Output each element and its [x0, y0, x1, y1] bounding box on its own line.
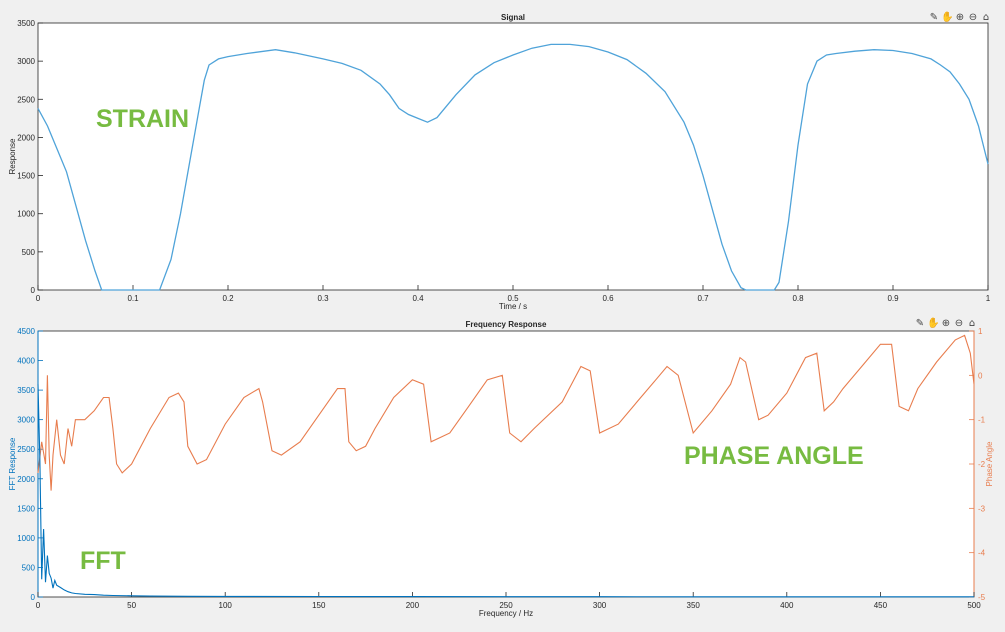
- signal-y-tick-label: 3000: [17, 57, 35, 66]
- strain-annotation: STRAIN: [96, 105, 189, 133]
- fft-y-tick-label: 1500: [17, 504, 35, 513]
- signal-y-tick-label: 1000: [17, 210, 35, 219]
- frequency-x-axis-label: Frequency / Hz: [479, 609, 533, 618]
- fft-y-tick-label: 3000: [17, 416, 35, 425]
- home-icon[interactable]: ⌂: [982, 12, 990, 23]
- brush-icon[interactable]: ✎: [929, 12, 939, 23]
- frequency-x-tick-label: 450: [874, 601, 888, 610]
- fft-y-tick-label: 3500: [17, 386, 35, 395]
- frequency-x-tick-label: 150: [312, 601, 326, 610]
- frequency-x-tick-label: 350: [687, 601, 701, 610]
- fft-y-tick-label: 4000: [17, 357, 35, 366]
- zoom-in-icon[interactable]: ⊕: [955, 12, 965, 23]
- fft-y-tick-label: 1000: [17, 534, 35, 543]
- phase-angle-series-line: [37, 334, 975, 491]
- signal-x-tick-label: 0.5: [507, 294, 519, 303]
- zoom-out-icon[interactable]: ⊖: [954, 318, 964, 329]
- signal-y-tick-label: 3500: [17, 19, 35, 28]
- frequency-axes-toolbar: ✎ ✋ ⊕ ⊖ ⌂: [914, 318, 978, 330]
- frequency-x-tick-label: 0: [36, 601, 41, 610]
- phase-y-tick-label: -4: [978, 549, 986, 558]
- frequency-x-tick-label: 50: [127, 601, 136, 610]
- signal-x-tick-label: 0.6: [602, 294, 614, 303]
- signal-series-line: [37, 43, 989, 291]
- signal-y-tick-label: 2000: [17, 133, 35, 142]
- signal-y-tick-label: 2500: [17, 95, 35, 104]
- fft-y-axis-label: FFT Response: [8, 437, 17, 490]
- signal-y-tick-label: 1500: [17, 172, 35, 181]
- frequency-x-tick-label: 100: [219, 601, 233, 610]
- frequency-x-tick-label: 200: [406, 601, 420, 610]
- frequency-x-tick-label: 500: [967, 601, 981, 610]
- signal-x-tick-label: 0: [36, 294, 41, 303]
- signal-y-tick-label: 0: [31, 286, 36, 295]
- signal-y-tick-label: 500: [22, 248, 36, 257]
- signal-y-axis-label: Response: [8, 138, 17, 175]
- pan-hand-icon[interactable]: ✋: [927, 318, 940, 329]
- signal-title: Signal: [501, 13, 525, 22]
- phase-angle-annotation: PHASE ANGLE: [684, 442, 864, 470]
- signal-x-tick-label: 0.8: [792, 294, 804, 303]
- signal-axes-toolbar: ✎ ✋ ⊕ ⊖ ⌂: [928, 12, 992, 24]
- phase-y-tick-label: 0: [978, 371, 983, 380]
- phase-y-axis-label: Phase Angle: [985, 441, 994, 486]
- frequency-x-tick-label: 250: [499, 601, 513, 610]
- fft-series-line: [37, 384, 974, 598]
- home-icon[interactable]: ⌂: [968, 318, 976, 329]
- fft-y-tick-label: 2500: [17, 445, 35, 454]
- frequency-x-tick-label: 300: [593, 601, 607, 610]
- signal-x-tick-label: 0.4: [412, 294, 424, 303]
- phase-y-tick-label: -5: [978, 593, 986, 602]
- signal-x-tick-label: 1: [986, 294, 991, 303]
- fft-y-tick-label: 500: [22, 563, 36, 572]
- phase-y-tick-label: -3: [978, 504, 986, 513]
- signal-x-tick-label: 0.9: [887, 294, 899, 303]
- signal-x-tick-label: 0.3: [317, 294, 329, 303]
- phase-y-tick-label: -1: [978, 416, 986, 425]
- fft-y-tick-label: 0: [31, 593, 36, 602]
- signal-x-tick-label: 0.1: [127, 294, 139, 303]
- phase-y-tick-label: 1: [978, 327, 983, 336]
- phase-y-tick-label: -2: [978, 460, 986, 469]
- fft-annotation: FFT: [80, 547, 126, 575]
- signal-x-tick-label: 0.2: [222, 294, 234, 303]
- fft-y-tick-label: 4500: [17, 327, 35, 336]
- signal-x-axis-label: Time / s: [499, 302, 527, 311]
- fft-y-tick-label: 2000: [17, 475, 35, 484]
- signal-plot-area: [37, 22, 989, 291]
- frequency-x-tick-label: 400: [780, 601, 794, 610]
- pan-hand-icon[interactable]: ✋: [941, 12, 954, 23]
- brush-icon[interactable]: ✎: [915, 318, 925, 329]
- zoom-out-icon[interactable]: ⊖: [968, 12, 978, 23]
- frequency-title: Frequency Response: [466, 320, 547, 329]
- zoom-in-icon[interactable]: ⊕: [941, 318, 951, 329]
- signal-x-tick-label: 0.7: [697, 294, 709, 303]
